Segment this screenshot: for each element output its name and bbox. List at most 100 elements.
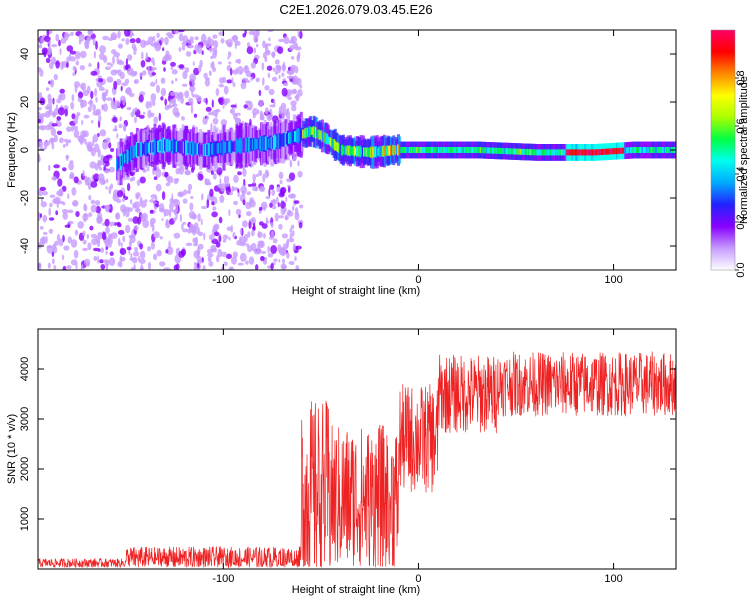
spectrogram-speckle bbox=[263, 232, 266, 239]
spectrogram-speckle bbox=[269, 184, 275, 190]
spectrogram-speckle bbox=[281, 72, 285, 77]
spectrogram-speckle bbox=[89, 98, 93, 108]
spectrogram-speckle bbox=[88, 146, 94, 152]
spectrogram-speckle bbox=[279, 179, 283, 185]
spectrogram-speckle bbox=[72, 65, 77, 72]
spectrogram-speckle bbox=[270, 98, 274, 104]
spectrogram-speckle bbox=[192, 61, 195, 66]
spectrogram-speckle bbox=[138, 114, 145, 119]
spectrogram-speckle bbox=[87, 176, 90, 186]
colorbar-ramp bbox=[711, 30, 735, 270]
spectrogram-speckle bbox=[278, 171, 284, 180]
spectrogram-speckle bbox=[136, 179, 141, 186]
spectrogram-speckle bbox=[93, 247, 99, 252]
spectrogram-speckle bbox=[90, 199, 96, 205]
spectrogram-speckle bbox=[71, 187, 77, 196]
spectrogram-speckle bbox=[272, 198, 277, 206]
spectrogram-speckle bbox=[142, 168, 147, 173]
spectrogram-speckle bbox=[252, 173, 256, 182]
spectrogram-speckle bbox=[67, 236, 73, 244]
spectrogram-speckle bbox=[109, 257, 116, 266]
spectrogram-speckle bbox=[252, 108, 259, 116]
spectrogram-speckle bbox=[112, 55, 115, 65]
spectrogram-speckle bbox=[84, 40, 88, 49]
spectrogram-speckle bbox=[218, 216, 223, 224]
spectrogram-speckle bbox=[167, 176, 174, 184]
spectrogram-speckle bbox=[250, 61, 256, 69]
spectrogram-speckle bbox=[45, 57, 51, 64]
spectrogram-speckle bbox=[179, 213, 183, 223]
spectrogram-speckle bbox=[75, 60, 80, 66]
spectrogram-speckle bbox=[51, 176, 57, 181]
spectrogram-speckle bbox=[70, 259, 78, 266]
spectrogram-speckle bbox=[249, 199, 256, 208]
spectrogram-speckle bbox=[158, 112, 161, 122]
spectrogram-speckle bbox=[41, 191, 49, 196]
spectrogram-speckle bbox=[232, 251, 238, 258]
spectrogram-speckle bbox=[163, 67, 166, 72]
spectrogram-speckle bbox=[234, 117, 241, 124]
spectrogram-speckle bbox=[299, 30, 303, 39]
spectrogram-speckle bbox=[93, 173, 100, 182]
spectrogram-speckle bbox=[215, 108, 221, 113]
spectrogram-speckle bbox=[253, 248, 257, 253]
spectrogram-speckle bbox=[258, 221, 264, 226]
spectrogram-speckle bbox=[70, 101, 75, 110]
spectrogram-speckle bbox=[205, 97, 208, 105]
spectrogram-speckle bbox=[108, 142, 112, 149]
spectrogram-speckle bbox=[38, 189, 43, 197]
spectrogram-speckle bbox=[131, 256, 138, 264]
spectrogram-speckle bbox=[138, 94, 144, 103]
spectrogram-speckle bbox=[212, 67, 217, 72]
spectrogram-speckle bbox=[287, 209, 292, 216]
spectrogram-speckle bbox=[196, 173, 199, 177]
spectrogram-speckle bbox=[276, 196, 279, 205]
spectrogram-speckle bbox=[89, 225, 94, 231]
spectrogram-speckle bbox=[88, 195, 92, 201]
spectrogram-speckle bbox=[226, 79, 233, 84]
spectrogram-speckle bbox=[140, 60, 146, 68]
spectrogram-speckle bbox=[208, 38, 215, 47]
spectrogram-speckle bbox=[153, 116, 159, 124]
spectrogram-speckle bbox=[122, 236, 126, 242]
spectrogram-speckle bbox=[64, 224, 70, 228]
spectrogram-speckle bbox=[150, 93, 157, 102]
spectrogram-speckle bbox=[244, 64, 248, 71]
spectrogram-speckle bbox=[92, 110, 100, 116]
spectrogram-speckle bbox=[291, 80, 298, 85]
snr-ticks: -100 0 100 1000 2000 3000 4000 bbox=[19, 329, 676, 585]
spectrogram-speckle bbox=[247, 245, 253, 253]
spectrogram-speckle bbox=[132, 251, 140, 257]
spectrogram-speckle bbox=[206, 116, 210, 120]
spectrogram-speckle bbox=[58, 39, 61, 47]
spectrogram-speckle bbox=[135, 37, 141, 44]
spectrogram-speckle bbox=[285, 240, 289, 249]
spectrogram-speckle bbox=[100, 154, 104, 163]
spectrogram-speckle bbox=[230, 224, 234, 233]
spectrogram-speckle bbox=[292, 230, 295, 237]
spectrogram-speckle bbox=[48, 228, 54, 234]
spectrogram-speckle bbox=[266, 114, 273, 121]
spectrogram-speckle bbox=[292, 205, 295, 211]
spectrogram-speckle bbox=[136, 207, 140, 214]
spectrogram-speckle bbox=[80, 264, 84, 270]
spectrogram-speckle bbox=[112, 116, 118, 123]
spectrogram-speckle bbox=[74, 229, 79, 236]
spectrogram-speckle bbox=[215, 88, 220, 97]
spectrogram-speckle bbox=[245, 260, 249, 265]
spectrogram-speckle bbox=[220, 119, 228, 127]
spectrogram-speckle bbox=[43, 141, 48, 150]
spectrogram-speckle bbox=[173, 264, 178, 270]
spectrogram-speckle bbox=[111, 221, 115, 227]
spectrogram-speckle bbox=[294, 256, 297, 262]
spectrogram-speckle bbox=[280, 247, 287, 257]
spectrogram-speckle bbox=[109, 221, 113, 227]
spectrogram-speckle bbox=[83, 203, 87, 211]
colorbar-tick-label: 0.4 bbox=[735, 166, 747, 181]
spectrogram-speckle bbox=[197, 65, 202, 73]
spectrogram-speckle bbox=[267, 30, 274, 33]
spectrogram-speckle bbox=[193, 250, 199, 259]
spectrogram-speckle bbox=[197, 44, 203, 54]
spectrogram-speckle bbox=[49, 202, 53, 208]
spectrogram-speckle bbox=[231, 107, 235, 115]
